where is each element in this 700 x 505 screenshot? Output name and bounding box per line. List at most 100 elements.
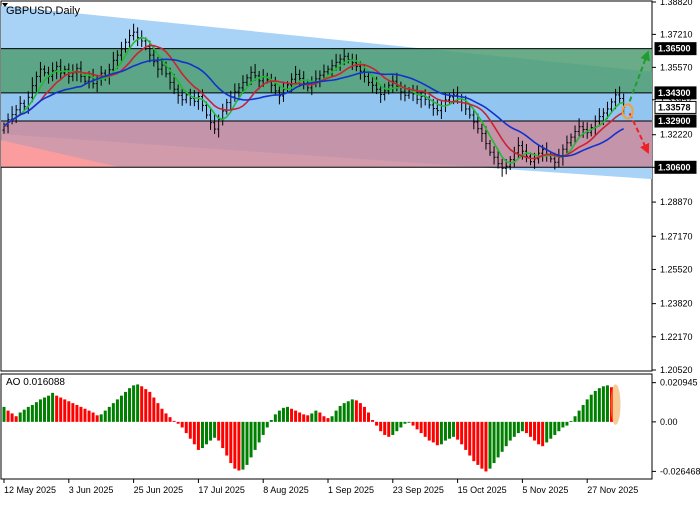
price-highlight-ring (621, 103, 634, 120)
ao-bar (269, 419, 273, 422)
x-tick-label: 27 Nov 2025 (587, 485, 638, 495)
ao-bar (200, 421, 204, 449)
ao-bar (217, 421, 221, 441)
ao-bar (38, 399, 42, 422)
ao-bar (419, 421, 423, 434)
ao-bar (435, 421, 439, 446)
y-tick-label: 1.27170 (660, 231, 693, 241)
ao-bar (480, 421, 484, 469)
ao-bar (180, 421, 184, 428)
ao-bar (18, 412, 22, 422)
x-tick-label: 17 Jul 2025 (198, 485, 245, 495)
ao-bar (529, 421, 532, 437)
ao-bar (358, 403, 362, 422)
ao-bar (371, 419, 375, 422)
ma-slow-line (3, 58, 625, 157)
ao-bar (91, 412, 95, 422)
lower-channel-wedge (1, 140, 120, 168)
current-price-tag-box (654, 100, 697, 114)
ao-bar (26, 406, 30, 422)
ao-bar (209, 421, 213, 441)
ao-bar (115, 399, 119, 422)
ao-bar (520, 421, 524, 432)
ao-bar (464, 421, 468, 450)
ao-bar (168, 417, 172, 422)
ao-bar (55, 395, 59, 422)
ao-bar (541, 421, 545, 447)
ao-bar (476, 421, 480, 465)
ao-bar (196, 421, 200, 450)
ao-bar (107, 406, 111, 422)
level-tag-2-box (654, 114, 697, 128)
ao-bar (71, 403, 75, 422)
ao-bar (524, 421, 528, 434)
ao-bar (350, 399, 354, 422)
ao-bar (549, 421, 553, 439)
ao-bar (265, 421, 269, 428)
ao-bar (310, 413, 314, 422)
ao-bar (253, 421, 257, 450)
ao-bar (261, 421, 265, 435)
ao-bar (415, 421, 419, 430)
ao-bar (330, 416, 334, 422)
y-tick-label: 1.28870 (660, 197, 693, 207)
ao-bar (399, 421, 403, 428)
ao-bar (448, 421, 451, 439)
ao-bar (306, 415, 310, 422)
ao-bar (601, 386, 605, 422)
ao-bar (439, 421, 443, 445)
ao-bar (512, 421, 516, 437)
ao-bar (302, 414, 306, 422)
y-tick-label: 1.33957 (660, 95, 693, 105)
ao-bar (128, 388, 132, 422)
ao-bar (172, 420, 176, 422)
x-tick-label: 12 May 2025 (4, 485, 56, 495)
ao-bar (561, 421, 565, 428)
ao-bar (144, 389, 148, 422)
ao-bar (488, 421, 492, 469)
ao-bar (387, 421, 391, 437)
ao-bar (249, 421, 253, 458)
ao-bar (241, 421, 245, 470)
ao-bar (354, 400, 358, 422)
ao-bar (334, 410, 338, 422)
x-tick-label: 25 Jun 2025 (134, 485, 184, 495)
level-tag-0: 1.36500 (658, 44, 691, 54)
x-tick-label: 8 Aug 2025 (263, 485, 309, 495)
ao-bar (318, 412, 322, 422)
ao-bar (257, 421, 261, 443)
ao-bar (63, 399, 67, 422)
x-tick-label: 5 Nov 2025 (522, 485, 568, 495)
ao-bar (233, 421, 237, 469)
ao-bar (205, 421, 208, 445)
ao-bar (132, 385, 136, 422)
ao-bar (103, 410, 107, 422)
ao-bar (95, 415, 99, 422)
y-tick-label: 1.32220 (660, 130, 693, 140)
ao-bar (22, 409, 26, 422)
ao-bar (245, 421, 249, 465)
ao-bar (456, 421, 460, 440)
ao-bar (460, 421, 464, 445)
ao-highlight (610, 384, 621, 425)
ao-bar (140, 386, 144, 422)
ao-bar (395, 421, 399, 432)
ao-bar (2, 406, 6, 422)
ao-bar (326, 418, 330, 422)
ao-bar (59, 397, 63, 422)
ao-y-tick-label: 0.00 (660, 417, 678, 427)
ao-bar (314, 410, 318, 422)
ao-bar (277, 410, 281, 422)
ao-bar (484, 421, 488, 472)
ao-bar (411, 421, 415, 426)
ao-bar (516, 421, 520, 434)
ao-bar (508, 421, 512, 441)
ao-bar (375, 421, 379, 426)
ao-bar (581, 405, 585, 422)
ao-bar (290, 408, 294, 422)
ao-bar (111, 403, 115, 422)
ao-bar (6, 410, 10, 422)
level-tag-1: 1.34300 (658, 88, 691, 98)
ao-bar (431, 421, 435, 443)
